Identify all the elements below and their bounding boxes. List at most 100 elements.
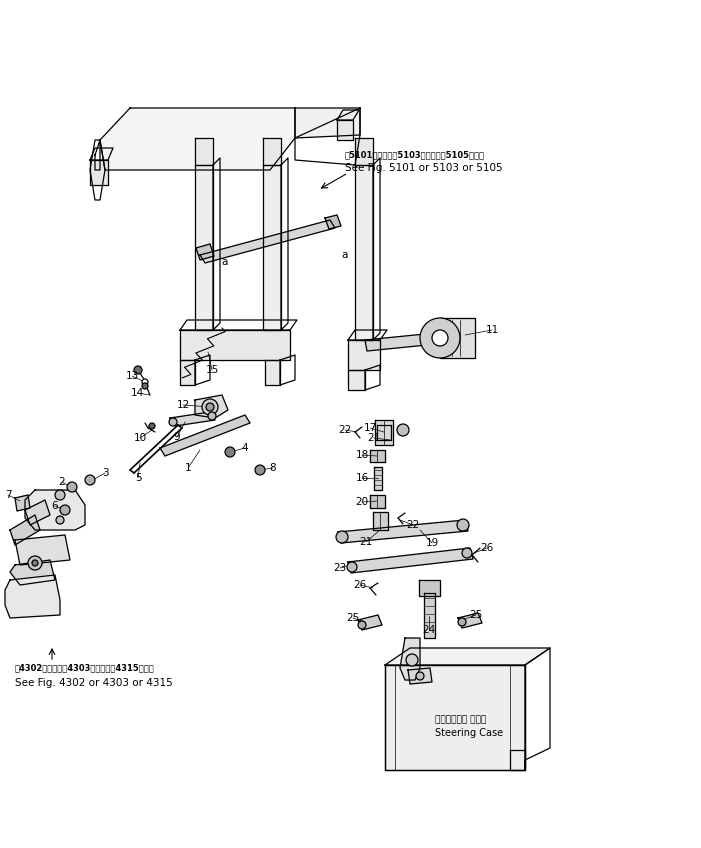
- Circle shape: [225, 447, 235, 457]
- Polygon shape: [408, 668, 432, 684]
- Text: 24: 24: [423, 625, 435, 635]
- Circle shape: [462, 548, 472, 558]
- Circle shape: [142, 383, 148, 389]
- Polygon shape: [15, 495, 30, 511]
- Polygon shape: [10, 515, 40, 545]
- Polygon shape: [348, 340, 380, 370]
- Polygon shape: [195, 395, 228, 418]
- Text: 19: 19: [426, 538, 439, 548]
- Circle shape: [134, 366, 142, 374]
- Polygon shape: [375, 420, 393, 445]
- Text: 2: 2: [59, 477, 65, 487]
- Circle shape: [347, 562, 357, 572]
- Polygon shape: [348, 548, 473, 573]
- Polygon shape: [10, 560, 55, 585]
- Polygon shape: [195, 165, 213, 330]
- Text: 1: 1: [184, 463, 191, 473]
- Polygon shape: [195, 138, 213, 165]
- Text: 6: 6: [52, 501, 58, 511]
- Circle shape: [202, 399, 218, 415]
- Text: ステアリング ケース: ステアリング ケース: [435, 716, 486, 724]
- Text: 15: 15: [205, 365, 219, 375]
- Circle shape: [149, 423, 155, 429]
- Polygon shape: [200, 220, 335, 263]
- Text: a: a: [222, 257, 229, 267]
- Polygon shape: [90, 160, 108, 185]
- Circle shape: [336, 531, 348, 543]
- Polygon shape: [263, 138, 281, 165]
- Circle shape: [85, 475, 95, 485]
- Polygon shape: [5, 575, 60, 618]
- Text: 8: 8: [270, 463, 276, 473]
- Polygon shape: [424, 593, 435, 638]
- Text: 11: 11: [485, 325, 498, 335]
- Polygon shape: [265, 360, 280, 385]
- Polygon shape: [25, 490, 85, 530]
- Polygon shape: [263, 165, 281, 330]
- Text: Steering Case: Steering Case: [435, 728, 503, 738]
- Text: 21: 21: [367, 433, 381, 443]
- Polygon shape: [25, 500, 50, 525]
- Text: 7: 7: [5, 490, 11, 500]
- Text: 9: 9: [174, 432, 180, 442]
- Polygon shape: [180, 360, 195, 385]
- Polygon shape: [373, 512, 388, 530]
- Polygon shape: [370, 450, 385, 462]
- Text: a: a: [342, 250, 348, 260]
- Text: 16: 16: [355, 473, 369, 483]
- Text: 4: 4: [242, 443, 248, 453]
- Polygon shape: [440, 318, 475, 358]
- Circle shape: [432, 330, 448, 346]
- Text: 10: 10: [133, 433, 147, 443]
- Text: 21: 21: [360, 537, 373, 547]
- Polygon shape: [355, 138, 373, 165]
- Circle shape: [208, 412, 216, 420]
- Polygon shape: [385, 665, 525, 770]
- Circle shape: [458, 618, 466, 626]
- Polygon shape: [160, 415, 250, 456]
- Polygon shape: [337, 120, 353, 140]
- Text: 14: 14: [130, 388, 144, 398]
- Circle shape: [255, 465, 265, 475]
- Text: 第4302図または第4303図または第4315図参照: 第4302図または第4303図または第4315図参照: [15, 663, 155, 672]
- Text: 5: 5: [135, 473, 142, 483]
- Polygon shape: [100, 108, 295, 170]
- Polygon shape: [338, 520, 468, 543]
- Text: 23: 23: [334, 563, 346, 573]
- Text: 25: 25: [346, 613, 360, 623]
- Circle shape: [32, 560, 38, 566]
- Polygon shape: [370, 495, 385, 508]
- Polygon shape: [458, 613, 482, 628]
- Polygon shape: [385, 648, 550, 665]
- Circle shape: [142, 379, 148, 385]
- Text: 22: 22: [339, 425, 352, 435]
- Circle shape: [358, 621, 366, 629]
- Circle shape: [169, 418, 177, 426]
- Text: 12: 12: [177, 400, 190, 410]
- Text: 13: 13: [125, 371, 139, 381]
- Polygon shape: [374, 467, 382, 490]
- Text: 3: 3: [102, 468, 109, 478]
- Circle shape: [28, 556, 42, 570]
- Circle shape: [420, 318, 460, 358]
- Polygon shape: [196, 244, 214, 260]
- Polygon shape: [180, 330, 290, 360]
- Text: 第5101図または第5103図または第5105図参照: 第5101図または第5103図または第5105図参照: [345, 150, 485, 159]
- Circle shape: [406, 654, 418, 666]
- Circle shape: [457, 519, 469, 531]
- Text: See Fig. 4302 or 4303 or 4315: See Fig. 4302 or 4303 or 4315: [15, 678, 172, 688]
- Polygon shape: [295, 108, 360, 138]
- Polygon shape: [358, 615, 382, 630]
- Circle shape: [397, 424, 409, 436]
- Polygon shape: [419, 580, 440, 596]
- Polygon shape: [365, 332, 447, 351]
- Circle shape: [67, 482, 77, 492]
- Text: 25: 25: [470, 610, 482, 620]
- Text: 18: 18: [355, 450, 369, 460]
- Circle shape: [60, 505, 70, 515]
- Polygon shape: [355, 165, 373, 340]
- Polygon shape: [400, 638, 420, 680]
- Circle shape: [206, 403, 214, 411]
- Polygon shape: [15, 535, 70, 565]
- Text: 26: 26: [480, 543, 494, 553]
